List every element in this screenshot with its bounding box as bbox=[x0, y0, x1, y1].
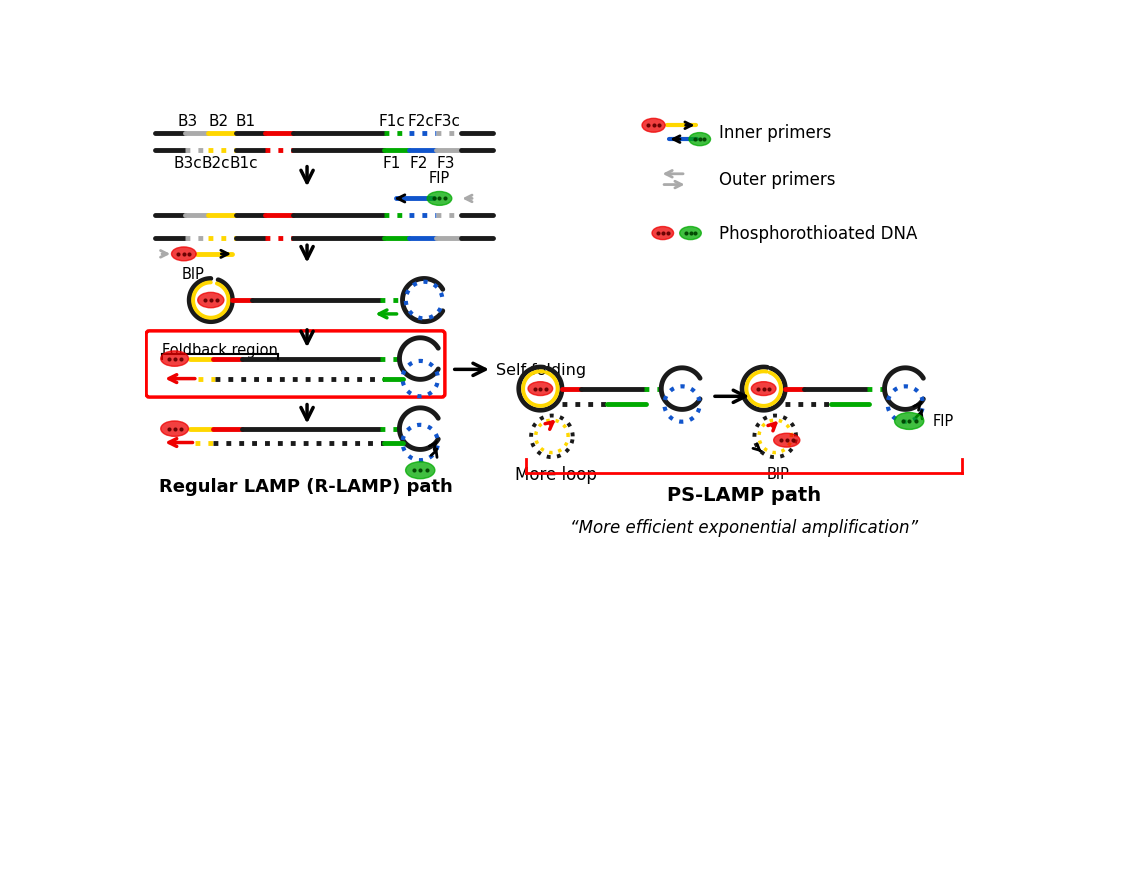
Ellipse shape bbox=[161, 351, 188, 367]
Ellipse shape bbox=[895, 413, 923, 430]
Text: Regular LAMP (R-LAMP) path: Regular LAMP (R-LAMP) path bbox=[160, 478, 453, 495]
Text: FIP: FIP bbox=[933, 414, 953, 429]
Text: More loop: More loop bbox=[515, 465, 596, 483]
Text: B1c: B1c bbox=[229, 156, 259, 171]
Ellipse shape bbox=[642, 119, 665, 133]
Ellipse shape bbox=[774, 434, 800, 448]
Text: F3c: F3c bbox=[433, 113, 461, 128]
Ellipse shape bbox=[751, 382, 776, 396]
Ellipse shape bbox=[161, 421, 188, 437]
Text: Phosphorothioated DNA: Phosphorothioated DNA bbox=[719, 225, 918, 243]
Ellipse shape bbox=[652, 227, 674, 241]
Text: PS-LAMP path: PS-LAMP path bbox=[667, 486, 821, 504]
Text: F1: F1 bbox=[383, 156, 401, 171]
Text: Inner primers: Inner primers bbox=[719, 124, 831, 142]
Text: B2c: B2c bbox=[202, 156, 230, 171]
Ellipse shape bbox=[171, 248, 196, 262]
Text: FIP: FIP bbox=[429, 170, 450, 185]
Ellipse shape bbox=[528, 382, 553, 396]
Ellipse shape bbox=[689, 133, 710, 147]
Ellipse shape bbox=[406, 462, 434, 479]
Text: B3: B3 bbox=[178, 113, 198, 128]
Text: BIP: BIP bbox=[181, 267, 204, 282]
Text: B2: B2 bbox=[209, 113, 228, 128]
Text: F2c: F2c bbox=[408, 113, 434, 128]
Ellipse shape bbox=[428, 192, 451, 206]
Text: BIP: BIP bbox=[767, 467, 790, 482]
FancyBboxPatch shape bbox=[146, 332, 445, 398]
Text: Foldback region: Foldback region bbox=[162, 343, 278, 358]
Ellipse shape bbox=[197, 293, 223, 308]
Text: Self-folding: Self-folding bbox=[496, 363, 587, 378]
Text: B1: B1 bbox=[235, 113, 255, 128]
Text: F3: F3 bbox=[437, 156, 455, 171]
Text: F2: F2 bbox=[409, 156, 428, 171]
Text: F1c: F1c bbox=[378, 113, 405, 128]
Ellipse shape bbox=[679, 227, 701, 241]
Text: “More efficient exponential amplification”: “More efficient exponential amplificatio… bbox=[570, 518, 918, 536]
Text: B3c: B3c bbox=[173, 156, 202, 171]
Text: Outer primers: Outer primers bbox=[719, 171, 836, 189]
